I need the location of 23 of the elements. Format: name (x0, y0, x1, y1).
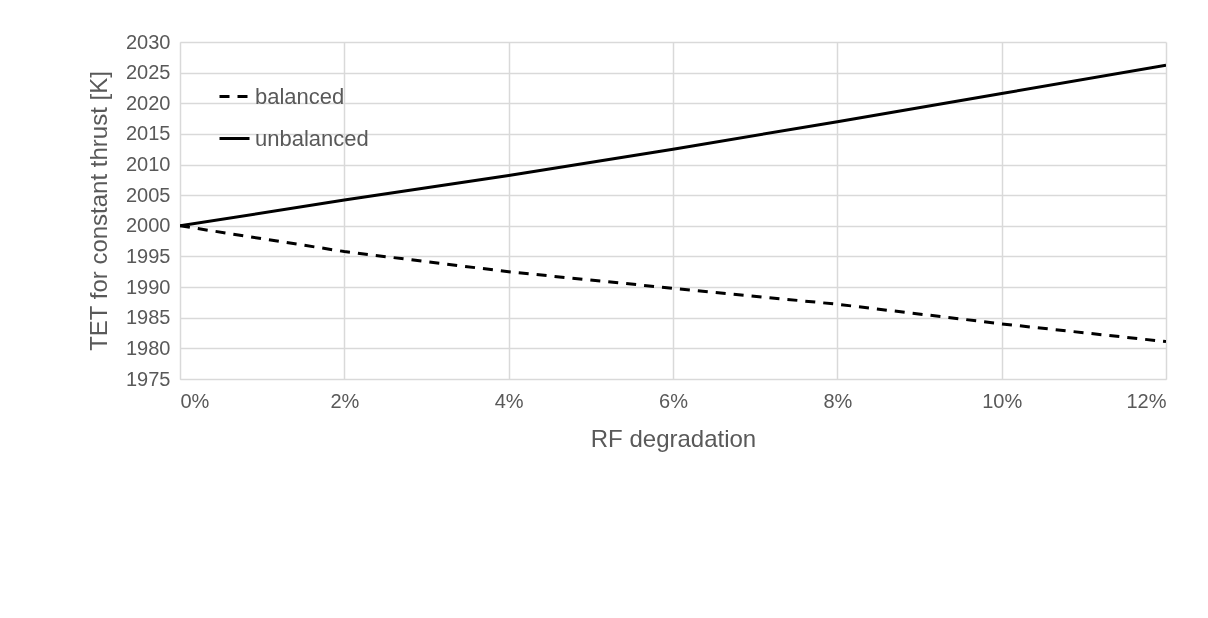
y-tick-label: 1990 (126, 275, 171, 298)
legend-label: balanced (255, 83, 345, 109)
y-tick-label: 2005 (126, 183, 171, 206)
x-tick-label: 4% (494, 389, 524, 412)
x-tick-label: 2% (330, 389, 360, 412)
x-tick-label: 0% (180, 389, 210, 412)
y-tick-label: 1975 (126, 367, 171, 390)
x-tick-label: 10% (982, 389, 1023, 412)
y-tick-label: 2000 (126, 214, 171, 237)
legend-label: unbalanced (255, 125, 369, 151)
y-axis-title: TET for constant thrust [K] (85, 71, 113, 351)
y-tick-label: 2030 (126, 30, 171, 53)
y-tick-label: 2010 (126, 153, 171, 176)
x-axis-title: RF degradation (590, 424, 757, 452)
x-tick-label: 6% (659, 389, 689, 412)
y-tick-label: 1995 (126, 244, 171, 267)
y-tick-label: 1980 (126, 336, 171, 359)
y-tick-label: 2020 (126, 91, 171, 114)
y-tick-label: 2015 (126, 122, 171, 145)
y-tick-label: 2025 (126, 61, 171, 84)
x-tick-label: 8% (823, 389, 853, 412)
y-tick-label: 1985 (126, 306, 171, 329)
x-tick-label: 12% (1126, 389, 1167, 412)
